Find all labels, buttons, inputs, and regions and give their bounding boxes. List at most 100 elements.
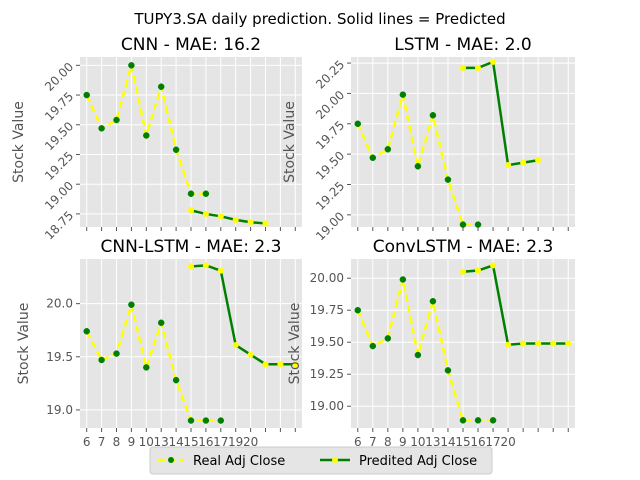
y-tick-label: 19.5 <box>46 350 73 364</box>
y-tick-label: 18.75 <box>42 208 76 242</box>
y-tick-label: 20.0 <box>46 297 73 311</box>
y-tick-label: 19.00 <box>313 209 347 243</box>
real-point <box>128 301 135 308</box>
predicted-point <box>232 216 239 223</box>
real-point <box>399 91 407 98</box>
x-tick-label: 15 <box>455 435 470 449</box>
y-tick-label: 19.50 <box>310 335 344 349</box>
series-predicted-adj-close <box>459 262 572 348</box>
real-point <box>414 163 422 170</box>
real-point <box>459 417 467 424</box>
predicted-point <box>474 267 482 274</box>
series-predicted-adj-close <box>187 262 299 368</box>
real-point <box>474 221 482 228</box>
legend-real-label: Real Adj Close <box>193 454 285 469</box>
predicted-point <box>187 263 195 270</box>
y-tick-label: 19.75 <box>310 303 344 317</box>
real-point <box>187 417 195 424</box>
x-tick-label: 17 <box>485 435 500 449</box>
real-point <box>172 146 180 153</box>
predicted-point <box>535 340 542 347</box>
real-line <box>356 94 479 226</box>
real-point <box>474 417 482 424</box>
x-tick-label: 7 <box>98 435 106 449</box>
x-tick-label: 15 <box>183 435 198 449</box>
x-tick-label: 19 <box>228 435 243 449</box>
x-tick-label: 6 <box>83 435 91 449</box>
x-tick-label: 13 <box>425 435 440 449</box>
x-tick-label: 14 <box>168 435 183 449</box>
real-point <box>217 417 225 424</box>
subplot-title: CNN - MAE: 16.2 <box>121 35 261 55</box>
predicted-point <box>490 262 497 269</box>
y-tick-label: 19.75 <box>42 89 76 123</box>
y-tick-label: 20.00 <box>42 60 76 94</box>
series-real-adj-close <box>83 299 225 424</box>
series-predicted-adj-close <box>187 207 269 227</box>
predicted-point <box>459 268 467 275</box>
series-real-adj-close <box>83 62 210 197</box>
x-tick-label: 8 <box>384 435 392 449</box>
y-tick-label: 19.25 <box>313 179 347 213</box>
legend-real-marker <box>168 457 174 463</box>
predicted-point <box>232 342 239 349</box>
y-tick-label: 20.00 <box>310 271 344 285</box>
real-point <box>369 342 377 350</box>
x-tick-label: 7 <box>369 435 377 449</box>
x-tick-label: 20 <box>500 435 515 449</box>
y-tick-label: 20.00 <box>313 88 347 122</box>
y-tick-label: 19.50 <box>42 119 76 153</box>
x-tick-label: 8 <box>113 435 121 449</box>
real-point <box>414 351 422 359</box>
x-tick-label: 6 <box>354 435 362 449</box>
real-point <box>444 367 452 374</box>
legend-predicted-marker <box>332 457 338 463</box>
y-tick-label: 19.25 <box>310 367 344 381</box>
x-tick-label: 10 <box>410 435 425 449</box>
y-axis-label: Stock Value <box>16 303 32 385</box>
real-point <box>83 328 90 335</box>
real-point <box>187 190 195 197</box>
real-point <box>113 116 120 124</box>
predicted-point <box>505 162 512 169</box>
real-point <box>384 335 392 342</box>
y-tick-label: 19.50 <box>313 148 347 182</box>
subplot-3: 19.0 19.5 20.0 6 7 8 9 10 13 14 15 16 17 19 20 CNN-LSTM… <box>16 237 302 449</box>
predicted-point <box>520 340 527 347</box>
real-point <box>369 154 377 162</box>
predicted-point <box>535 157 542 164</box>
real-point <box>157 319 165 327</box>
real-point <box>157 83 165 90</box>
x-tick-label: 20 <box>243 435 258 449</box>
predicted-point <box>217 267 224 274</box>
real-point <box>113 350 120 357</box>
series-real-adj-close <box>354 276 497 424</box>
legend: Real Adj Close Predited Adj Close <box>149 446 493 475</box>
subplot-title: CNN-LSTM - MAE: 2.3 <box>101 237 282 257</box>
series-real-adj-close <box>354 91 482 228</box>
real-point <box>429 298 437 305</box>
x-tick-label: 14 <box>440 435 455 449</box>
y-tick-label: 19.75 <box>313 118 347 152</box>
real-point <box>98 356 105 364</box>
x-tick-label: 10 <box>139 435 154 449</box>
real-point <box>429 112 437 119</box>
legend-predicted-label: Predited Adj Close <box>359 454 477 469</box>
predicted-point <box>520 159 527 166</box>
y-axis-label: Stock Value <box>282 101 298 183</box>
real-line <box>85 299 221 422</box>
predicted-point <box>187 207 195 214</box>
y-tick-label: 19.00 <box>42 179 76 213</box>
predicted-point <box>550 340 557 347</box>
real-point <box>143 132 150 139</box>
real-point <box>98 125 105 132</box>
real-point <box>459 221 467 228</box>
predicted-point <box>277 361 284 368</box>
y-axis-label: Stock Value <box>11 101 27 183</box>
subplot-title: LSTM - MAE: 2.0 <box>394 35 531 55</box>
predicted-point <box>459 64 467 71</box>
